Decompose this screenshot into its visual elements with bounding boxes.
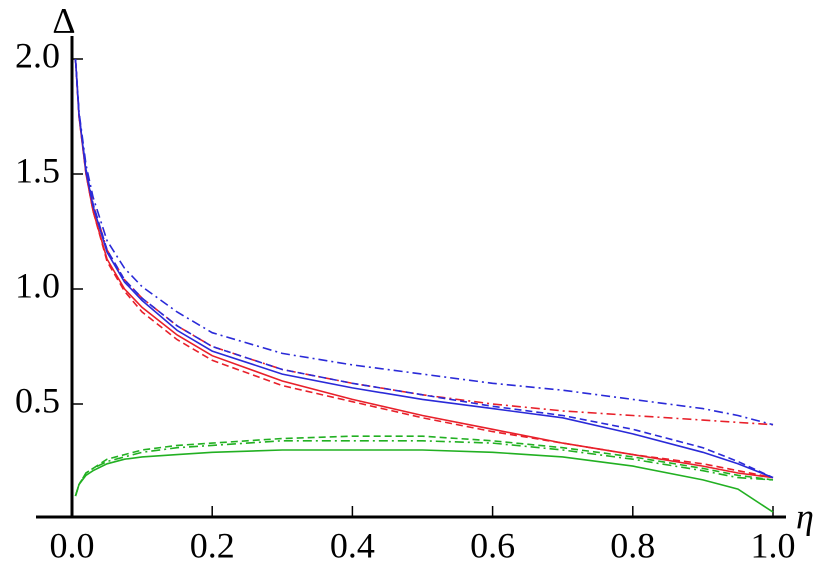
y-tick-label: 0.5	[15, 380, 60, 420]
x-tick-label: 1.0	[751, 525, 796, 565]
line-series	[74, 58, 774, 426]
line-series	[74, 58, 774, 479]
x-axis-label: η	[796, 496, 814, 536]
x-tick-label: 0.2	[190, 525, 235, 565]
y-tick-label: 2.0	[15, 35, 60, 75]
line-series	[74, 58, 774, 479]
x-tick-label: 0.8	[610, 525, 655, 565]
x-tick-label: 0.4	[330, 525, 375, 565]
x-tick-label: 0.0	[50, 525, 95, 565]
y-tick-label: 1.5	[15, 150, 60, 190]
line-series	[74, 435, 774, 497]
y-tick-label: 1.0	[15, 265, 60, 305]
y-axis-label: Δ	[52, 0, 75, 40]
line-series	[74, 440, 774, 497]
line-series	[74, 58, 774, 479]
line-series	[74, 58, 774, 479]
x-tick-label: 0.6	[470, 525, 515, 565]
line-series	[74, 58, 774, 426]
line-series	[74, 449, 774, 513]
